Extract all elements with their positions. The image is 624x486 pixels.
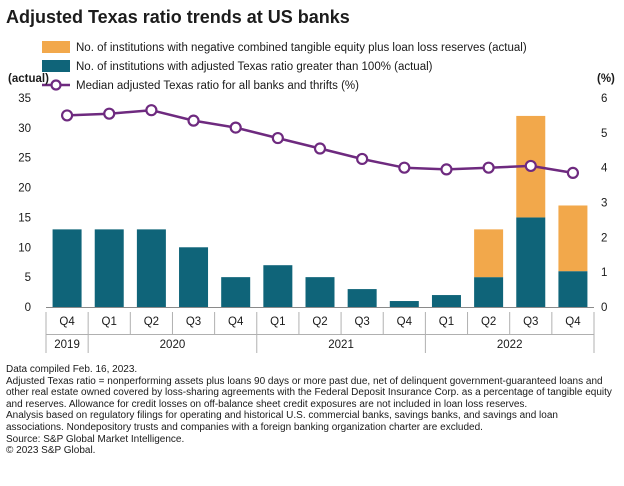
right-tick-label: 4 <box>601 163 608 175</box>
note-date: Data compiled Feb. 16, 2023. <box>6 364 138 375</box>
right-tick-label: 3 <box>601 198 607 210</box>
median-point <box>398 161 411 174</box>
bar-texas-ratio-over-100 <box>263 265 293 307</box>
note-definition: Adjusted Texas ratio = nonperforming ass… <box>6 375 612 410</box>
quarter-label: Q2 <box>144 316 159 328</box>
median-point <box>566 166 580 179</box>
chart-area: No. of institutions with negative combin… <box>8 41 615 353</box>
median-point <box>60 109 74 122</box>
bars <box>52 115 588 307</box>
year-label: 2022 <box>497 339 523 351</box>
left-tick-label: 0 <box>25 302 31 314</box>
legend-swatch-texas-ratio-over-100 <box>42 60 70 72</box>
quarter-label: Q1 <box>439 316 454 328</box>
quarter-label: Q2 <box>481 316 496 328</box>
median-point <box>313 142 327 155</box>
left-tick-label: 25 <box>18 153 31 165</box>
median-point <box>524 159 537 173</box>
median-series-line <box>67 108 574 175</box>
right-tick-label: 5 <box>601 128 607 140</box>
right-tick-label: 6 <box>601 93 607 105</box>
bar-negative-equity <box>474 229 504 278</box>
right-tick-label: 0 <box>601 302 607 314</box>
legend-label-texas-ratio-over-100: No. of institutions with adjusted Texas … <box>76 61 433 73</box>
left-tick-label: 5 <box>25 272 31 284</box>
median-point <box>145 104 158 117</box>
quarter-label: Q3 <box>186 316 201 328</box>
quarter-label: Q2 <box>312 316 327 328</box>
legend-label-negative-equity: No. of institutions with negative combin… <box>76 42 527 54</box>
left-tick-label: 10 <box>18 242 31 254</box>
axes: (actual) (%) 0 5 10 15 20 25 30 35 0 1 2 3 4 5 6 <box>8 73 615 314</box>
bar-texas-ratio-over-100 <box>558 271 588 307</box>
median-point <box>187 114 200 127</box>
note-analysis: Analysis based on regulatory filings for… <box>6 410 558 433</box>
median-point <box>356 152 369 166</box>
chart-title: Adjusted Texas ratio trends at US banks <box>6 7 350 27</box>
year-label: 2020 <box>160 339 186 351</box>
left-axis-label: (actual) <box>8 73 49 85</box>
legend-swatch-negative-equity <box>42 41 70 53</box>
right-tick-label: 1 <box>601 267 607 279</box>
footnotes: Data compiled Feb. 16, 2023. Adjusted Te… <box>6 364 618 457</box>
bar-texas-ratio-over-100 <box>347 289 377 307</box>
bar-texas-ratio-over-100 <box>136 229 166 307</box>
quarter-label: Q4 <box>59 316 75 328</box>
note-copyright: © 2023 S&P Global. <box>6 445 96 457</box>
legend-label-median: Median adjusted Texas ratio for all bank… <box>76 80 359 92</box>
bar-texas-ratio-over-100 <box>431 295 461 307</box>
legend: No. of institutions with negative combin… <box>42 41 527 92</box>
quarter-label: Q4 <box>565 316 581 328</box>
bar-texas-ratio-over-100 <box>52 229 82 307</box>
median-line <box>60 104 580 179</box>
right-tick-label: 2 <box>601 232 607 244</box>
bar-texas-ratio-over-100 <box>221 277 251 307</box>
bar-negative-equity <box>558 205 588 272</box>
note-source: Source: S&P Global Market Intelligence. <box>6 433 185 445</box>
bar-texas-ratio-over-100 <box>94 229 124 307</box>
bar-texas-ratio-over-100 <box>179 247 209 307</box>
quarter-label: Q4 <box>397 316 413 328</box>
quarter-label: Q3 <box>354 316 369 328</box>
x-axis: Q4 Q1 Q2 Q3 Q4 Q1 Q2 Q3 Q4 Q1 Q2 Q3 Q4 2019 2020 2021 20… <box>45 312 595 353</box>
quarter-label: Q3 <box>523 316 538 328</box>
year-label: 2019 <box>54 339 80 351</box>
median-point <box>103 107 116 120</box>
left-tick-label: 20 <box>18 183 31 195</box>
bar-texas-ratio-over-100 <box>389 301 419 307</box>
bar-texas-ratio-over-100 <box>516 217 546 307</box>
left-tick-label: 30 <box>18 123 31 135</box>
legend-marker-median <box>50 79 62 91</box>
median-point <box>440 163 453 176</box>
year-label: 2021 <box>328 339 354 351</box>
quarter-label: Q1 <box>102 316 117 328</box>
median-point <box>229 121 242 134</box>
quarter-label: Q1 <box>270 316 285 328</box>
bar-texas-ratio-over-100 <box>474 277 504 307</box>
left-tick-label: 15 <box>18 212 31 224</box>
median-point <box>271 131 284 145</box>
quarter-label: Q4 <box>228 316 244 328</box>
bar-texas-ratio-over-100 <box>305 277 335 307</box>
right-axis-label: (%) <box>597 73 615 85</box>
left-tick-label: 35 <box>18 93 31 105</box>
median-point <box>482 161 495 174</box>
